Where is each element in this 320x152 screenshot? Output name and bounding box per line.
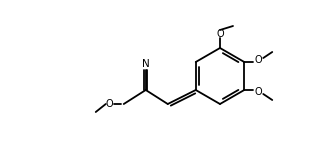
Text: N: N [142, 59, 150, 69]
Text: O: O [254, 87, 262, 97]
Text: O: O [106, 99, 114, 109]
Text: O: O [254, 55, 262, 65]
Text: O: O [216, 29, 224, 39]
